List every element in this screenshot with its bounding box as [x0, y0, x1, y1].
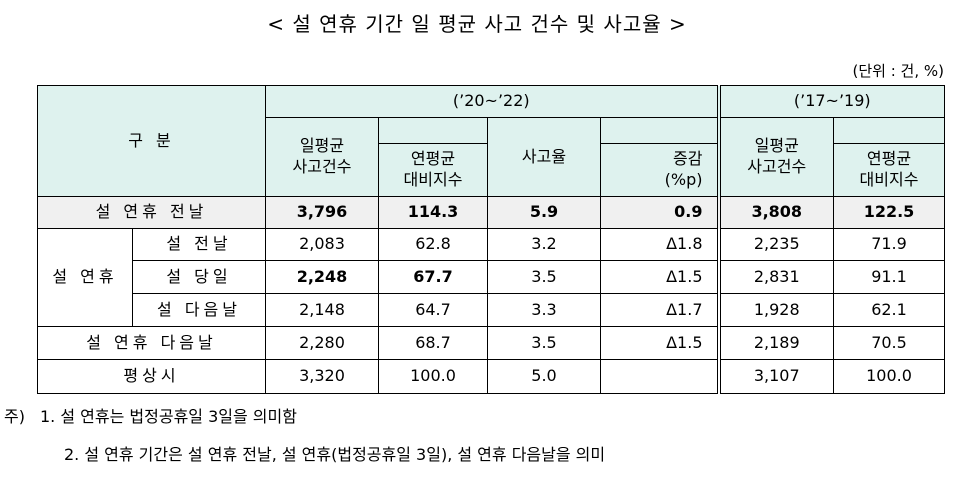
cell: 100.0 [833, 359, 945, 394]
cell: 3,796 [265, 196, 379, 229]
header-cell: 일평균 사고건수 [718, 117, 834, 197]
row-label: 설 당일 [132, 260, 266, 294]
cell: 2,280 [265, 326, 379, 360]
cell: 70.5 [833, 326, 945, 360]
header-cell: 연평균 대비지수 [378, 143, 488, 197]
row-label: 설 연휴 전날 [37, 196, 266, 229]
cell: Δ1.8 [600, 228, 721, 261]
cell: 2,189 [718, 326, 834, 360]
cell: 5.9 [487, 196, 601, 229]
row-label: 설 전날 [132, 228, 266, 261]
header-cell: 일평균 사고건수 [265, 117, 379, 197]
cell: Δ1.7 [600, 293, 721, 327]
cell: 3,808 [718, 196, 834, 229]
header-cell [378, 117, 488, 144]
cell: 122.5 [833, 196, 945, 229]
cell: 67.7 [378, 260, 488, 294]
cell [600, 359, 721, 394]
cell: 2,083 [265, 228, 379, 261]
cell: 71.9 [833, 228, 945, 261]
cell: 5.0 [487, 359, 601, 394]
cell: 2,148 [265, 293, 379, 327]
cell: 3,107 [718, 359, 834, 394]
cell: Δ1.5 [600, 260, 721, 294]
row-label: 설 연휴 다음날 [37, 326, 266, 360]
cell: 114.3 [378, 196, 488, 229]
cell: 2,235 [718, 228, 834, 261]
header-cell: 구 분 [37, 85, 266, 197]
table: 구 분 (’20~’22) (’17~’19) 일평균 사고건수 사고율 일평균… [37, 85, 945, 394]
cell: 3.5 [487, 326, 601, 360]
cell: 3.5 [487, 260, 601, 294]
cell: 3.2 [487, 228, 601, 261]
cell: 100.0 [378, 359, 488, 394]
cell: 3.3 [487, 293, 601, 327]
header-cell: 증감 (%p) [600, 143, 721, 197]
cell: 91.1 [833, 260, 945, 294]
cell: 62.1 [833, 293, 945, 327]
header-cell: 연평균 대비지수 [833, 143, 945, 197]
cell: 64.7 [378, 293, 488, 327]
cell: 0.9 [600, 196, 721, 229]
cell: 2,831 [718, 260, 834, 294]
row-label: 평상시 [37, 359, 266, 394]
header-cell [833, 117, 945, 144]
cell: Δ1.5 [600, 326, 721, 360]
title: < 설 연휴 기간 일 평균 사고 건수 및 사고율 > [267, 12, 687, 36]
note-prefix: 주) [4, 407, 25, 426]
note: 2. 설 연휴 기간은 설 연휴 전날, 설 연휴(법정공휴일 3일), 설 연… [64, 445, 606, 464]
header-cell [600, 117, 721, 144]
cell: 2,248 [265, 260, 379, 294]
row-label: 설 다음날 [132, 293, 266, 327]
cell: 62.8 [378, 228, 488, 261]
header-cell: (’17~’19) [718, 85, 945, 118]
note: 1. 설 연휴는 법정공휴일 3일을 의미함 [40, 407, 297, 426]
cell: 1,928 [718, 293, 834, 327]
header-cell: 사고율 [487, 117, 601, 197]
cell: 3,320 [265, 359, 379, 394]
group-label: 설 연휴 [37, 228, 133, 327]
unit: (단위 : 건, %) [852, 62, 944, 80]
header-cell: (’20~’22) [265, 85, 721, 118]
cell: 68.7 [378, 326, 488, 360]
